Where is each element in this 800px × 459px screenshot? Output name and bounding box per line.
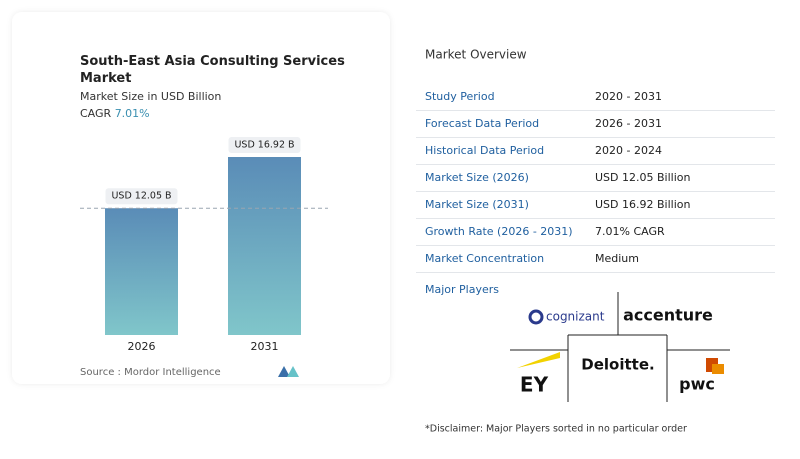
players-title: Major Players [425, 283, 499, 296]
value-label-bg [105, 188, 178, 205]
cagr-label-text: CAGR [80, 107, 112, 120]
overview-label: Market Size (2031) [425, 198, 529, 211]
ey-icon [517, 352, 560, 368]
overview-title: Market Overview [425, 48, 527, 62]
overview-value: 2020 - 2024 [595, 144, 662, 157]
players-grid [510, 292, 730, 402]
pwc-icon [706, 358, 724, 374]
cognizant-icon [528, 309, 544, 325]
overview-label: Forecast Data Period [425, 117, 539, 130]
player-logo: Deloitte. [581, 356, 654, 374]
player-logo: accenture [623, 306, 713, 325]
overview-value: Medium [595, 252, 639, 265]
brand-logo [278, 366, 299, 377]
chart-title: South-East Asia Consulting Services Marke… [80, 54, 345, 86]
overview-label: Market Concentration [425, 252, 544, 265]
overview-value: USD 16.92 Billion [595, 198, 690, 211]
overview-value: USD 12.05 Billion [595, 171, 690, 184]
player-logo: pwc [679, 375, 715, 394]
overview-value: 2026 - 2031 [595, 117, 662, 130]
cagr-value: 7.01% [115, 107, 150, 120]
disclaimer: *Disclaimer: Major Players sorted in no … [425, 424, 687, 435]
overview-label: Growth Rate (2026 - 2031) [425, 225, 573, 238]
value-label: USD 16.92 B [234, 140, 294, 151]
overview-label: Historical Data Period [425, 144, 544, 157]
cagr-label: CAGR 7.01% [80, 107, 150, 120]
value-label-bg [228, 137, 301, 153]
x-tick-label: 2026 [128, 340, 156, 353]
bar [105, 208, 178, 335]
overview-value: 7.01% CAGR [595, 225, 665, 238]
overview-label: Study Period [425, 90, 495, 103]
overview-value: 2020 - 2031 [595, 90, 662, 103]
source: Source : Mordor Intelligence [80, 367, 221, 378]
player-logo: EY [520, 373, 549, 397]
value-label: USD 12.05 B [111, 191, 171, 202]
chart-subtitle: Market Size in USD Billion [80, 90, 221, 103]
bar [228, 157, 301, 335]
player-logo: cognizant [546, 310, 605, 324]
x-tick-label: 2031 [251, 340, 279, 353]
overview-label: Market Size (2026) [425, 171, 529, 184]
